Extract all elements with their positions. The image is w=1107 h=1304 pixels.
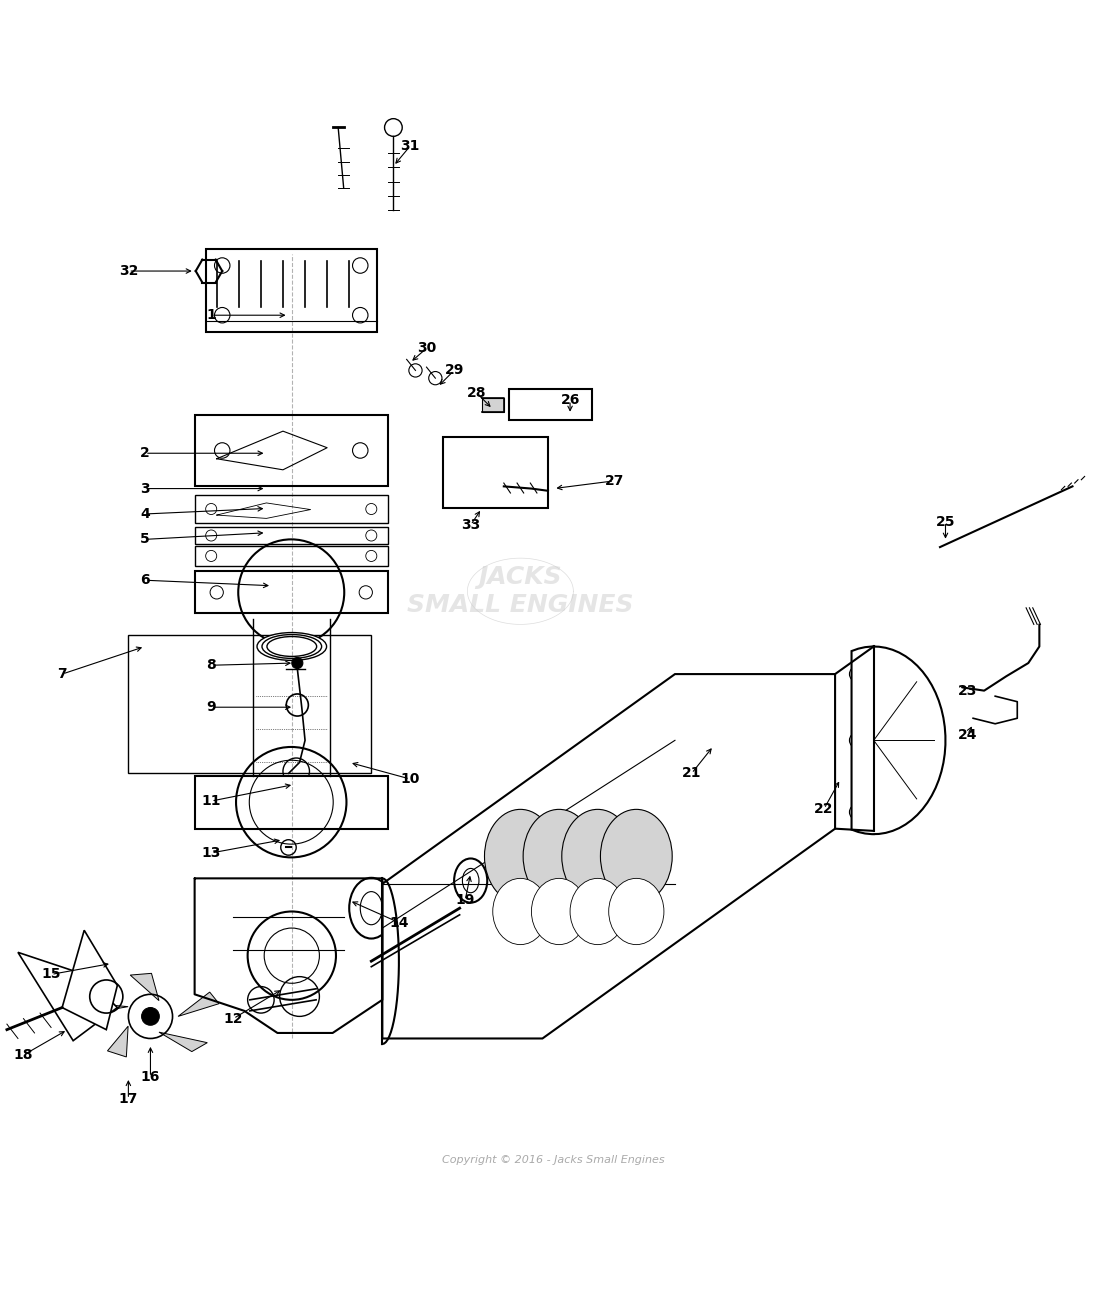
Text: 12: 12 <box>224 1012 244 1026</box>
Text: 11: 11 <box>201 794 221 808</box>
Text: 30: 30 <box>417 342 436 355</box>
Polygon shape <box>18 952 117 1041</box>
Text: 7: 7 <box>58 668 66 681</box>
Text: 2: 2 <box>141 446 149 460</box>
Ellipse shape <box>609 879 664 944</box>
Ellipse shape <box>485 810 556 904</box>
Text: 1: 1 <box>206 308 216 322</box>
Text: 29: 29 <box>444 364 464 377</box>
Polygon shape <box>482 398 504 412</box>
Bar <box>195 546 387 566</box>
Polygon shape <box>382 674 835 1038</box>
Polygon shape <box>62 930 117 1030</box>
Text: 19: 19 <box>455 893 475 908</box>
Text: 31: 31 <box>401 140 420 154</box>
Ellipse shape <box>454 858 487 902</box>
Ellipse shape <box>570 879 625 944</box>
Ellipse shape <box>262 635 322 659</box>
Ellipse shape <box>463 868 479 893</box>
Bar <box>195 571 387 613</box>
Bar <box>195 415 387 486</box>
Polygon shape <box>159 1033 207 1051</box>
Polygon shape <box>79 1003 128 1016</box>
Text: 21: 21 <box>682 767 701 781</box>
Polygon shape <box>178 992 219 1016</box>
Text: JACKS
SMALL ENGINES: JACKS SMALL ENGINES <box>407 566 633 617</box>
Polygon shape <box>851 647 945 835</box>
Bar <box>195 527 387 544</box>
Ellipse shape <box>561 810 633 904</box>
Ellipse shape <box>524 810 594 904</box>
Text: 3: 3 <box>141 481 149 496</box>
Text: 25: 25 <box>935 515 955 528</box>
Text: Copyright © 2016 - Jacks Small Engines: Copyright © 2016 - Jacks Small Engines <box>442 1155 665 1164</box>
Bar <box>443 437 548 509</box>
Bar <box>128 635 371 773</box>
Text: 13: 13 <box>201 846 221 859</box>
Text: 26: 26 <box>560 394 580 407</box>
Text: 6: 6 <box>141 574 149 587</box>
Text: 24: 24 <box>958 728 977 742</box>
Ellipse shape <box>257 632 327 660</box>
Ellipse shape <box>600 810 672 904</box>
Ellipse shape <box>349 878 393 939</box>
Text: 22: 22 <box>815 802 834 816</box>
Text: 16: 16 <box>141 1071 161 1084</box>
Text: 8: 8 <box>206 659 216 673</box>
Polygon shape <box>107 1026 128 1058</box>
Bar <box>509 389 592 420</box>
Text: 17: 17 <box>118 1093 138 1106</box>
Text: 27: 27 <box>604 473 624 488</box>
Ellipse shape <box>531 879 587 944</box>
Ellipse shape <box>267 636 317 656</box>
Text: 23: 23 <box>958 683 977 698</box>
Text: 33: 33 <box>461 518 480 532</box>
Ellipse shape <box>493 879 548 944</box>
Text: 10: 10 <box>401 772 420 786</box>
Text: 32: 32 <box>118 263 138 278</box>
Text: 4: 4 <box>141 507 149 522</box>
Text: 28: 28 <box>466 386 486 399</box>
Circle shape <box>292 657 303 669</box>
Text: 5: 5 <box>141 532 149 546</box>
Ellipse shape <box>360 892 382 925</box>
Text: 9: 9 <box>206 700 216 715</box>
Polygon shape <box>131 973 159 1000</box>
Text: 15: 15 <box>41 968 61 982</box>
Bar <box>195 776 387 828</box>
Bar <box>195 496 387 523</box>
Text: 14: 14 <box>390 915 408 930</box>
Text: 18: 18 <box>13 1048 33 1061</box>
Circle shape <box>142 1008 159 1025</box>
FancyBboxPatch shape <box>206 249 376 331</box>
